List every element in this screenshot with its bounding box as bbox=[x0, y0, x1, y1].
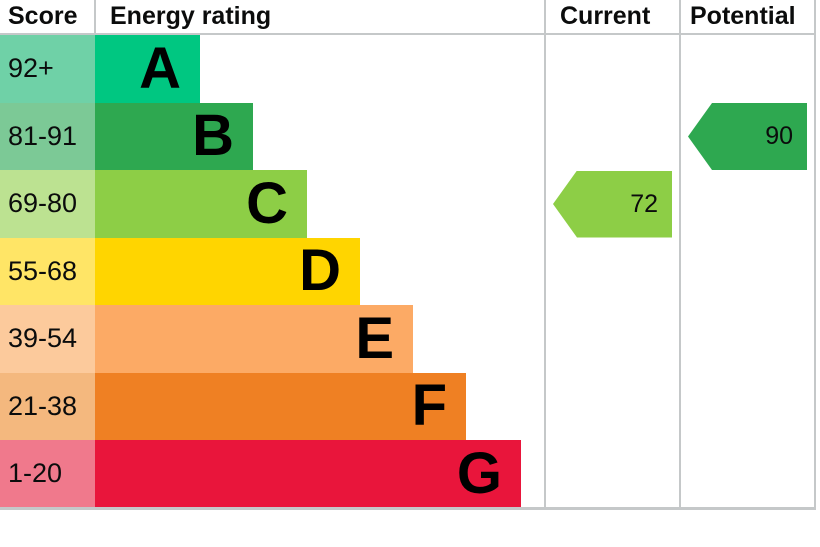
score-range-g: 1-20 bbox=[0, 440, 95, 508]
table-bottom-border bbox=[0, 507, 816, 510]
band-row-b: 81-91 B bbox=[0, 102, 820, 170]
band-row-g: 1-20 G bbox=[0, 440, 820, 508]
band-row-c: 69-80 C bbox=[0, 170, 820, 238]
current-rating-marker: 72 bbox=[553, 170, 672, 238]
band-bar-d: D bbox=[95, 237, 360, 305]
current-column-divider bbox=[544, 0, 546, 509]
current-rating-value: 72 bbox=[630, 189, 658, 218]
band-bar-a: A bbox=[95, 35, 200, 103]
potential-column-divider bbox=[679, 0, 681, 509]
score-range-f: 21-38 bbox=[0, 372, 95, 440]
band-bar-f: F bbox=[95, 372, 466, 440]
score-range-a: 92+ bbox=[0, 35, 95, 103]
band-row-d: 55-68 D bbox=[0, 237, 820, 305]
band-bar-b: B bbox=[95, 102, 253, 170]
band-row-e: 39-54 E bbox=[0, 305, 820, 373]
potential-rating-marker: 90 bbox=[688, 103, 807, 170]
score-column-divider bbox=[94, 0, 96, 33]
score-range-e: 39-54 bbox=[0, 305, 95, 373]
band-bar-c: C bbox=[95, 170, 307, 238]
band-rows: 92+ A 81-91 B 69-80 C 55-68 D 39-54 E 21-38 F 1-20 G bbox=[0, 35, 820, 508]
band-row-f: 21-38 F bbox=[0, 372, 820, 440]
header-bottom-border bbox=[0, 33, 816, 35]
table-right-border bbox=[814, 0, 816, 509]
header-energy-rating: Energy rating bbox=[110, 2, 272, 30]
header-potential: Potential bbox=[690, 2, 796, 30]
band-bar-e: E bbox=[95, 305, 413, 373]
potential-rating-value: 90 bbox=[765, 122, 793, 150]
band-bar-g: G bbox=[95, 440, 521, 508]
table-header: Score Energy rating Current Potential bbox=[0, 0, 820, 35]
header-score: Score bbox=[8, 2, 78, 30]
header-current: Current bbox=[560, 2, 651, 30]
score-range-c: 69-80 bbox=[0, 170, 95, 238]
score-range-b: 81-91 bbox=[0, 102, 95, 170]
band-row-a: 92+ A bbox=[0, 35, 820, 103]
score-range-d: 55-68 bbox=[0, 237, 95, 305]
